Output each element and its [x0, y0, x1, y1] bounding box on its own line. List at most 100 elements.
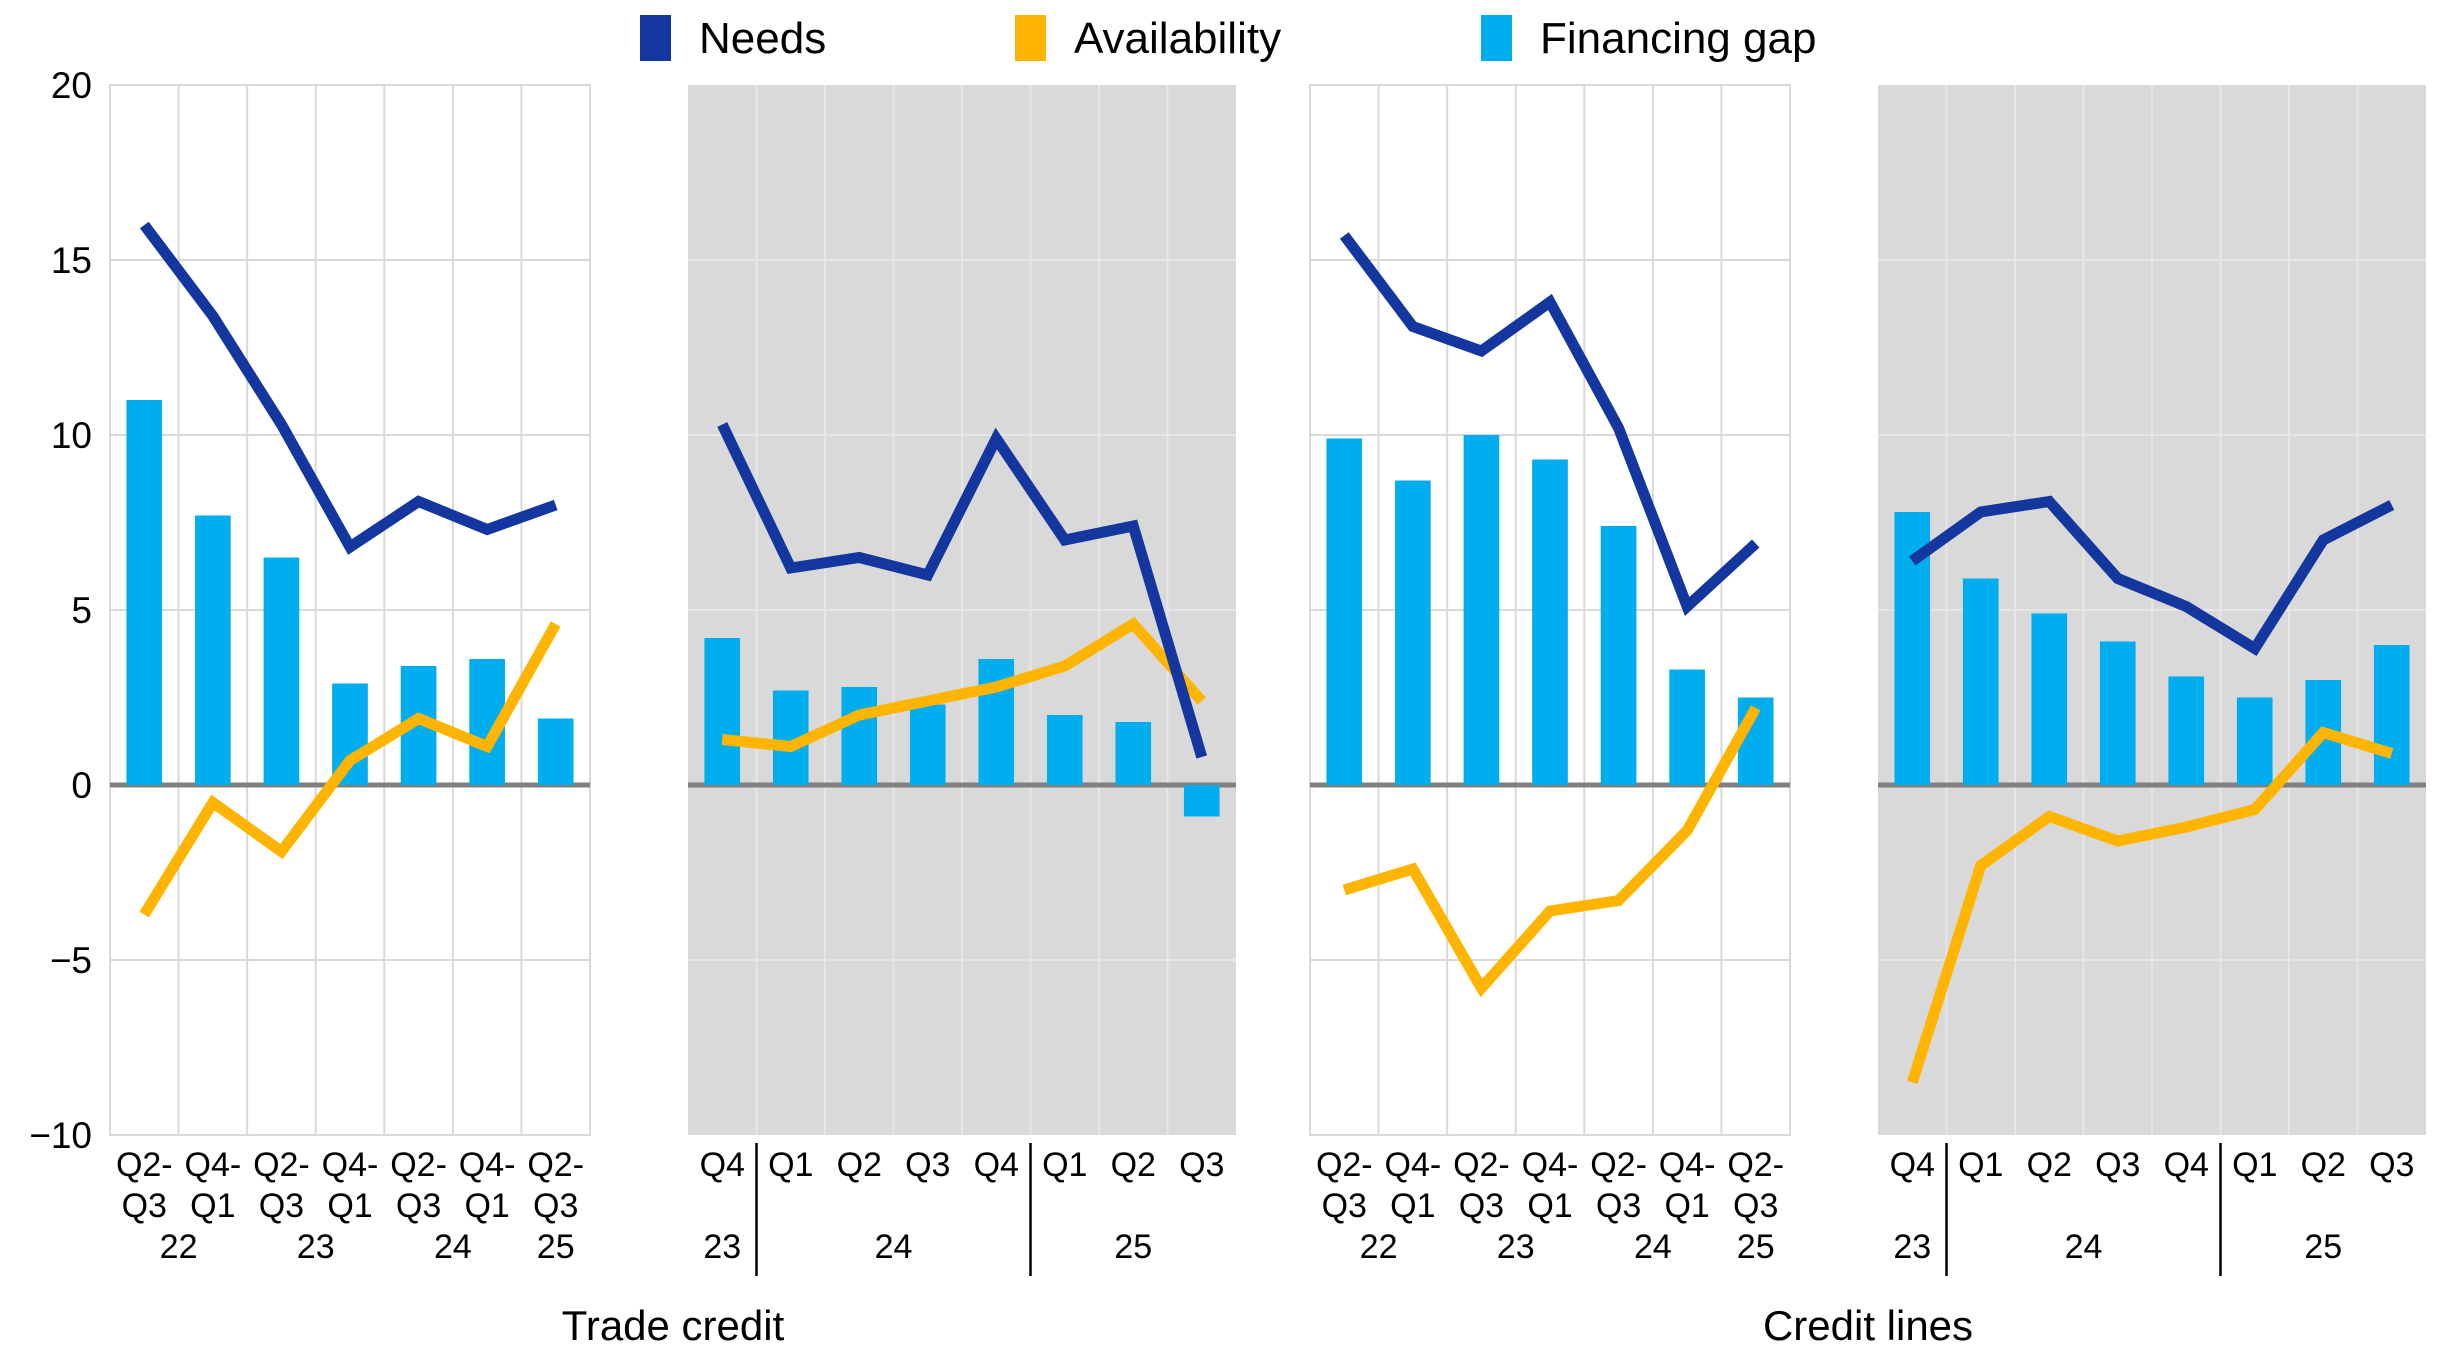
- year-label: 23: [297, 1228, 335, 1266]
- x-tick-label: Q2: [2027, 1146, 2072, 1184]
- x-tick-label: Q3: [1179, 1146, 1224, 1184]
- financing-gap-bar: [2031, 613, 2068, 785]
- x-tick-label: Q1: [327, 1187, 372, 1225]
- x-tick-label: Q3: [1733, 1187, 1778, 1225]
- x-tick-label: Q2: [837, 1146, 882, 1184]
- year-label: 24: [434, 1228, 472, 1266]
- x-tick-label: Q4-: [322, 1146, 379, 1184]
- x-tick-label: Q4: [700, 1146, 745, 1184]
- financing-gap-bar: [195, 515, 231, 785]
- x-tick-label: Q2-: [116, 1146, 173, 1184]
- panel-trade-credit-quarterly: Q4 Q1 Q2 Q3 Q4 Q1 Q2 Q3 23 24 25: [688, 85, 1236, 1276]
- legend-swatch-icon: [1481, 15, 1512, 61]
- x-tick-label: Q3: [1322, 1187, 1367, 1225]
- x-tick-label: Q3: [2369, 1146, 2414, 1184]
- panel-credit-lines-quarterly: Q4 Q1 Q2 Q3 Q4 Q1 Q2 Q3 23 24 25: [1878, 85, 2426, 1276]
- x-tick-label: Q2-: [1590, 1146, 1647, 1184]
- legend-label: Financing gap: [1540, 14, 1816, 63]
- financing-gap-bar: [1115, 722, 1152, 785]
- year-label: 24: [1634, 1228, 1672, 1266]
- legend-label: Needs: [699, 14, 826, 63]
- financing-gap-bar: [704, 638, 741, 785]
- availability-line: [721, 616, 1206, 753]
- needs-line: [1909, 495, 2395, 657]
- financing-gap-bar: [537, 718, 574, 785]
- x-tick-label: Q2-: [390, 1146, 447, 1184]
- financing-gap-bar: [126, 400, 163, 785]
- y-tick-label: 15: [51, 240, 92, 281]
- y-tick-label: −10: [29, 1115, 92, 1156]
- x-tick-label: Q2: [1111, 1146, 1156, 1184]
- x-axis-labels: Q4 Q1 Q2 Q3 Q4 Q1 Q2 Q3 23 24 25: [1890, 1143, 2414, 1276]
- x-tick-label: Q2-: [1727, 1146, 1784, 1184]
- x-tick-label: Q3: [122, 1187, 167, 1225]
- x-tick-label: Q1: [768, 1146, 813, 1184]
- financing-gap-bars: [126, 400, 574, 785]
- x-tick-label: Q1: [1527, 1187, 1572, 1225]
- x-tick-label: Q4-: [1522, 1146, 1579, 1184]
- financing-gap-bar: [2099, 641, 2136, 785]
- x-tick-label: Q4: [1890, 1146, 1935, 1184]
- x-tick-label: Q1: [1664, 1187, 1709, 1225]
- x-tick-label: Q3: [396, 1187, 441, 1225]
- financing-gap-bar: [2168, 676, 2205, 785]
- financing-gap-bar: [1463, 435, 1500, 785]
- financing-gap-bar: [1183, 785, 1220, 817]
- financing-gap-bar: [909, 704, 946, 785]
- y-axis: 20 15 10 5 0 −5 −10: [29, 65, 92, 1156]
- x-tick-label: Q1: [1390, 1187, 1435, 1225]
- x-tick-label: Q1: [1958, 1146, 2003, 1184]
- legend-label: Availability: [1074, 14, 1281, 63]
- legend-item-needs: Needs: [640, 14, 826, 63]
- financing-gap-bars: [1894, 512, 2410, 785]
- financing-gap-bar: [1669, 669, 1705, 785]
- x-tick-label: Q4-: [185, 1146, 242, 1184]
- x-tick-label: Q3: [2095, 1146, 2140, 1184]
- x-tick-label: Q4-: [459, 1146, 516, 1184]
- availability-line: [139, 621, 561, 918]
- legend-item-availability: Availability: [1015, 14, 1281, 63]
- needs-line: [717, 422, 1208, 759]
- financing-gap-bar: [1046, 715, 1083, 785]
- legend-swatch-icon: [1015, 15, 1046, 61]
- financing-gap-bars: [1326, 435, 1774, 785]
- legend-item-financing-gap: Financing gap: [1481, 14, 1816, 63]
- y-tick-label: 10: [51, 415, 92, 456]
- financing-gap-bar: [263, 557, 300, 785]
- y-tick-label: 0: [71, 765, 92, 806]
- financing-gap-bar: [1600, 526, 1637, 785]
- year-label: 22: [1360, 1228, 1398, 1266]
- y-tick-label: 5: [71, 590, 92, 631]
- needs-line: [1339, 232, 1760, 617]
- group-caption-trade-credit: Trade credit: [562, 1302, 785, 1349]
- availability-line: [1907, 726, 2394, 1085]
- year-label: 25: [1737, 1228, 1775, 1266]
- x-tick-label: Q4-: [1385, 1146, 1442, 1184]
- y-tick-label: −5: [50, 940, 92, 981]
- year-label: 25: [2304, 1228, 2342, 1266]
- x-tick-label: Q1: [464, 1187, 509, 1225]
- year-label: 23: [1497, 1228, 1535, 1266]
- x-tick-label: Q2-: [253, 1146, 310, 1184]
- year-label: 22: [160, 1228, 198, 1266]
- panel-border: [1309, 84, 1791, 1136]
- x-tick-label: Q4-: [1659, 1146, 1716, 1184]
- financing-gap-bar: [1532, 459, 1568, 785]
- group-caption-credit-lines: Credit lines: [1763, 1302, 1973, 1349]
- x-tick-label: Q3: [259, 1187, 304, 1225]
- availability-line: [1342, 705, 1761, 998]
- x-tick-label: Q3: [1459, 1187, 1504, 1225]
- x-tick-label: Q2: [2301, 1146, 2346, 1184]
- year-label: 24: [2065, 1228, 2103, 1266]
- financing-gap-bar: [2373, 645, 2410, 785]
- financing-gap-bar: [1395, 480, 1431, 785]
- x-tick-label: Q4: [974, 1146, 1019, 1184]
- legend: Needs Availability Financing gap: [640, 14, 1816, 63]
- x-tick-label: Q2-: [1316, 1146, 1373, 1184]
- x-tick-label: Q1: [190, 1187, 235, 1225]
- needs-line: [139, 221, 558, 555]
- y-tick-label: 20: [51, 65, 92, 106]
